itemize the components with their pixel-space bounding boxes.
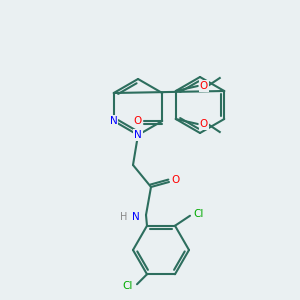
- Text: O: O: [200, 81, 208, 91]
- Text: N: N: [134, 130, 142, 140]
- Text: O: O: [133, 116, 141, 126]
- Text: N: N: [132, 212, 140, 222]
- Text: Cl: Cl: [123, 281, 133, 291]
- Text: N: N: [110, 116, 118, 126]
- Text: O: O: [200, 119, 208, 129]
- Text: Cl: Cl: [194, 209, 204, 219]
- Text: O: O: [172, 175, 180, 185]
- Text: H: H: [120, 212, 128, 222]
